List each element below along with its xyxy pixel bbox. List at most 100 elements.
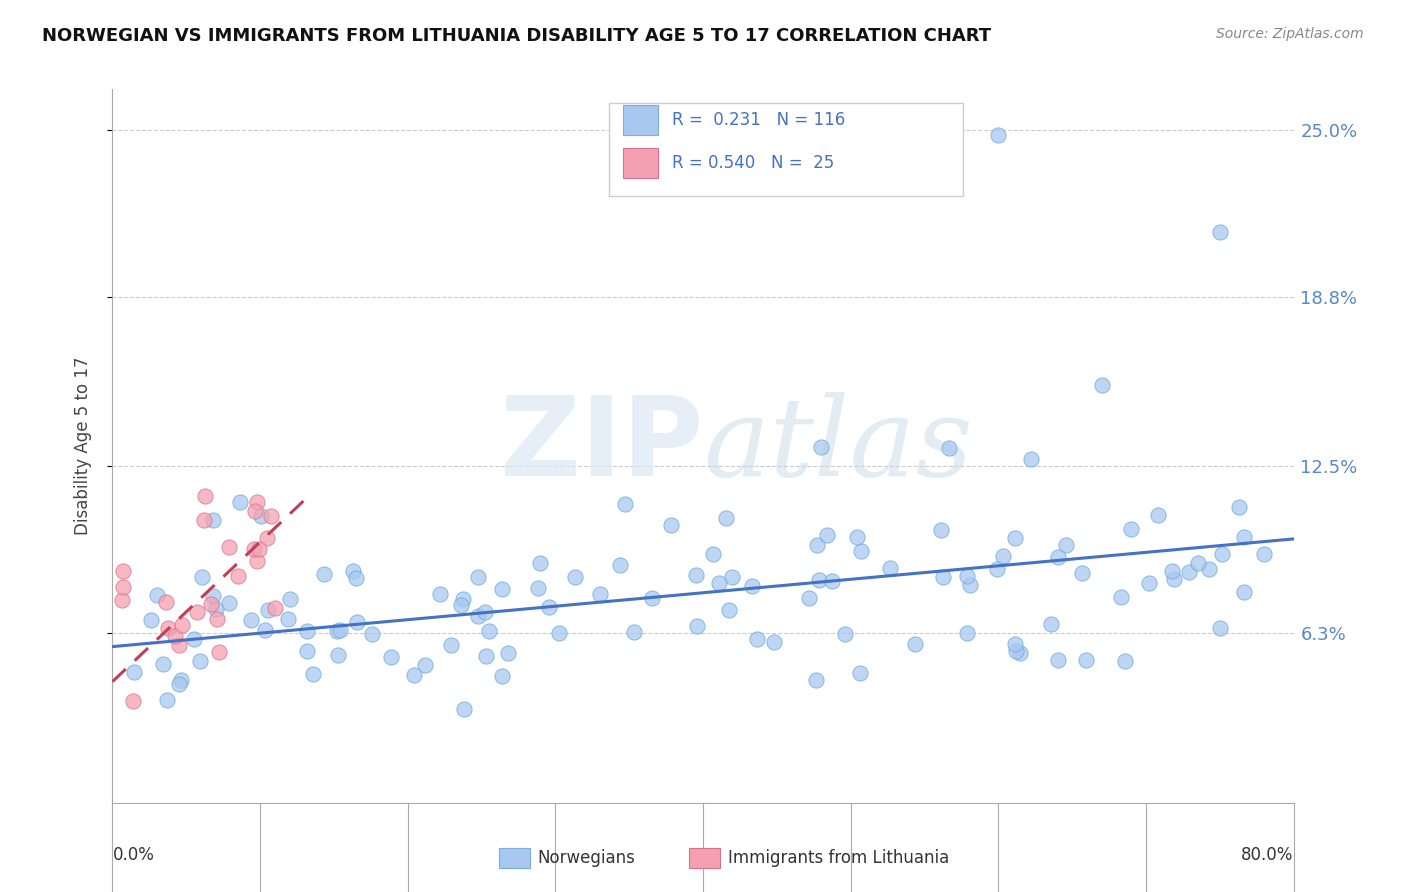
- Text: ZIP: ZIP: [499, 392, 703, 500]
- Point: [156, 693, 179, 707]
- Point: [1091, 378, 1114, 392]
- Point: [938, 441, 960, 455]
- Text: NORWEGIAN VS IMMIGRANTS FROM LITHUANIA DISABILITY AGE 5 TO 17 CORRELATION CHART: NORWEGIAN VS IMMIGRANTS FROM LITHUANIA D…: [42, 27, 991, 45]
- Point: [413, 658, 436, 673]
- Point: [741, 579, 763, 593]
- Point: [1004, 531, 1026, 545]
- Point: [453, 702, 475, 716]
- Point: [1070, 566, 1092, 580]
- Point: [993, 549, 1015, 563]
- Point: [256, 531, 278, 545]
- Point: [527, 581, 550, 595]
- Point: [205, 602, 228, 616]
- Point: [613, 497, 636, 511]
- Point: [714, 510, 737, 524]
- Text: atlas: atlas: [703, 392, 973, 500]
- Point: [956, 568, 979, 582]
- Point: [1211, 547, 1233, 561]
- Point: [547, 625, 569, 640]
- Point: [253, 623, 276, 637]
- Point: [295, 644, 318, 658]
- Point: [277, 612, 299, 626]
- Point: [325, 624, 347, 638]
- Text: 80.0%: 80.0%: [1241, 846, 1294, 863]
- Point: [112, 564, 135, 578]
- Point: [191, 569, 214, 583]
- Point: [1253, 548, 1275, 562]
- Point: [228, 495, 250, 509]
- Point: [218, 540, 240, 554]
- Point: [404, 668, 426, 682]
- Point: [205, 612, 228, 626]
- Point: [346, 615, 368, 630]
- Point: [302, 666, 325, 681]
- Text: R =  0.231   N = 116: R = 0.231 N = 116: [672, 111, 845, 128]
- Point: [821, 574, 844, 589]
- Point: [312, 567, 335, 582]
- Point: [112, 580, 135, 594]
- Point: [1146, 508, 1168, 522]
- Point: [986, 562, 1008, 576]
- Point: [709, 576, 731, 591]
- Point: [186, 605, 208, 619]
- Point: [440, 638, 463, 652]
- Point: [193, 513, 215, 527]
- Point: [478, 624, 501, 638]
- Point: [243, 504, 266, 518]
- Point: [810, 441, 832, 455]
- Point: [360, 627, 382, 641]
- Point: [208, 645, 231, 659]
- Point: [1161, 565, 1184, 579]
- Point: [1109, 591, 1132, 605]
- Point: [243, 542, 266, 557]
- Point: [956, 626, 979, 640]
- Point: [762, 635, 785, 649]
- Point: [475, 648, 498, 663]
- Point: [1047, 653, 1070, 667]
- Point: [429, 587, 451, 601]
- Point: [1046, 550, 1069, 565]
- Point: [718, 603, 741, 617]
- Point: [474, 605, 496, 619]
- Point: [806, 538, 828, 552]
- Point: [491, 669, 513, 683]
- Point: [529, 556, 551, 570]
- Bar: [609, 103, 963, 196]
- Point: [1054, 538, 1077, 552]
- Point: [815, 528, 838, 542]
- Point: [170, 617, 193, 632]
- Point: [152, 657, 174, 671]
- Point: [1004, 637, 1026, 651]
- Point: [1208, 225, 1232, 239]
- Point: [1233, 530, 1256, 544]
- Text: R = 0.540   N =  25: R = 0.540 N = 25: [672, 154, 835, 172]
- Point: [246, 554, 269, 568]
- Point: [1005, 643, 1028, 657]
- Point: [804, 673, 827, 687]
- Point: [659, 517, 682, 532]
- Point: [278, 592, 301, 607]
- Point: [904, 637, 927, 651]
- Point: [1114, 654, 1136, 668]
- Point: [808, 573, 831, 587]
- Point: [929, 524, 952, 538]
- Point: [329, 623, 352, 637]
- Text: Norwegians: Norwegians: [537, 849, 636, 867]
- Point: [589, 587, 612, 601]
- Point: [686, 619, 709, 633]
- Point: [240, 613, 263, 627]
- Point: [263, 601, 285, 615]
- Y-axis label: Disability Age 5 to 17: Disability Age 5 to 17: [73, 357, 91, 535]
- Point: [200, 597, 222, 611]
- Point: [849, 666, 872, 681]
- Point: [1233, 585, 1256, 599]
- Point: [246, 495, 269, 509]
- Point: [170, 673, 193, 687]
- Point: [450, 599, 472, 613]
- Point: [247, 542, 270, 557]
- Point: [498, 647, 520, 661]
- Point: [931, 570, 953, 584]
- Point: [259, 508, 281, 523]
- Point: [201, 589, 224, 603]
- Point: [145, 588, 167, 602]
